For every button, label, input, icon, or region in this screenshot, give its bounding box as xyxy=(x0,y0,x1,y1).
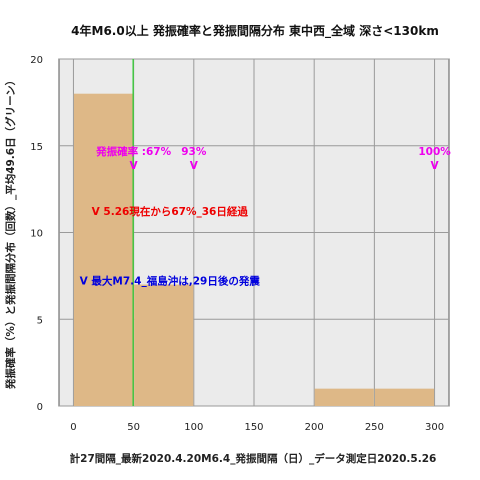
y-tick-labels: 0 5 10 15 20 xyxy=(30,55,43,413)
y-tick-label-3: 15 xyxy=(30,142,43,153)
x-tick-label-2: 100 xyxy=(184,422,203,433)
y-tick-label-0: 0 xyxy=(37,402,43,413)
bar-0 xyxy=(73,93,134,406)
marker-label-1: 93% xyxy=(181,146,207,158)
bar-1 xyxy=(134,284,194,406)
bar-2 xyxy=(314,388,374,406)
y-tick-label-1: 5 xyxy=(37,315,43,326)
x-axis-label: 計27間隔_最新2020.4.20M6.4_発振間隔（日）_データ測定日2020… xyxy=(70,452,437,465)
marker-label-2: 100% xyxy=(418,146,451,158)
marker-label-0: 発振確率 :67% xyxy=(95,145,171,158)
x-tick-label-0: 0 xyxy=(70,422,76,433)
marker-glyph-0: V xyxy=(130,160,139,172)
markers-group: 発振確率 :67% V 93% V 100% V xyxy=(95,145,451,172)
x-tick-labels: 0 50 100 150 200 250 300 xyxy=(70,422,444,433)
y-tick-label-4: 20 xyxy=(30,55,43,66)
marker-glyph-2: V xyxy=(430,160,439,172)
bar-3 xyxy=(374,388,435,406)
x-tick-label-1: 50 xyxy=(127,422,140,433)
y-tick-label-2: 10 xyxy=(30,229,43,240)
marker-glyph-1: V xyxy=(190,160,199,172)
annotation-1: V 最大M7.4_福島沖は,29日後の発震 xyxy=(80,275,261,288)
annotation-0: V 5.26現在から67%_36日経過 xyxy=(92,205,249,218)
y-axis-label: 発振確率（%）と発振間隔分布（回数）_平均49.6日（グリーン） xyxy=(4,75,17,390)
x-tick-label-6: 300 xyxy=(425,422,444,433)
bars-group xyxy=(73,93,435,406)
x-tick-label-4: 200 xyxy=(305,422,324,433)
chart-title: 4年M6.0以上 発振確率と発振間隔分布 東中西_全域 深さ<130km xyxy=(71,23,439,39)
annotations-group: V 5.26現在から67%_36日経過 V 最大M7.4_福島沖は,29日後の発震 xyxy=(80,205,261,287)
x-tick-label-3: 150 xyxy=(244,422,263,433)
x-tick-label-5: 250 xyxy=(365,422,384,433)
